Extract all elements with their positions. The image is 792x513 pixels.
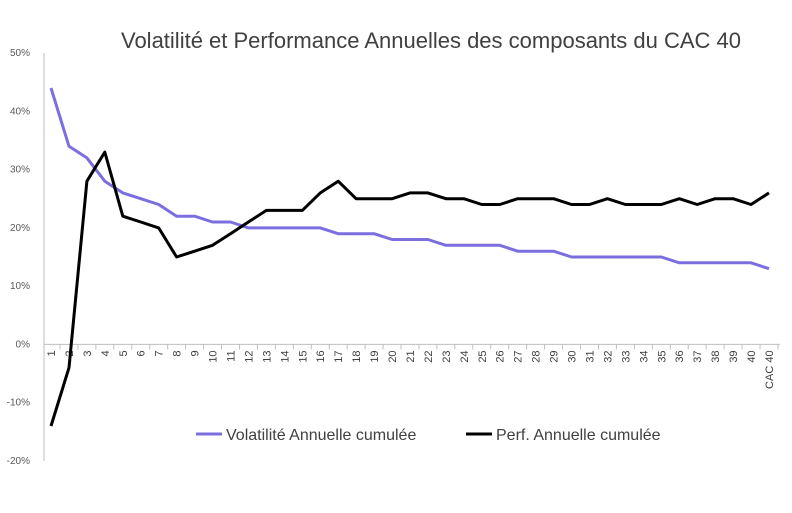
series-line-2	[49, 150, 770, 427]
x-tick-label: 4	[100, 350, 112, 356]
x-tick-label: 36	[674, 350, 686, 362]
y-tick-label: 50%	[10, 48, 30, 59]
y-tick-label: 20%	[10, 223, 30, 234]
x-tick-label: 5	[118, 350, 130, 356]
y-axis: 50% 40% 30% 20% 10% 0% -10% -20%	[7, 48, 45, 467]
x-tick-label: 12	[243, 350, 255, 362]
x-tick-label: 40	[746, 350, 758, 362]
x-tick-label: 31	[585, 350, 597, 362]
x-tick-label: 24	[459, 350, 471, 362]
x-tick-label: 37	[692, 350, 704, 362]
x-tick-label: 27	[513, 350, 525, 362]
x-tick-label: 6	[136, 350, 148, 356]
x-tick-label: 14	[279, 350, 291, 362]
x-tick-label: 7	[154, 350, 166, 356]
x-tick-label: 15	[297, 350, 309, 362]
x-tick-label: 1	[46, 350, 58, 356]
y-tick-label: 30%	[10, 165, 30, 176]
y-tick-label: -10%	[7, 398, 30, 409]
x-tick-label: 26	[495, 350, 507, 362]
x-tick-label: 39	[728, 350, 740, 362]
x-tick-label: 18	[351, 350, 363, 362]
y-tick-label: -20%	[7, 456, 30, 467]
x-tick-label: 21	[405, 350, 417, 362]
x-tick-label: 11	[226, 350, 238, 361]
x-tick-label: 33	[620, 350, 632, 362]
x-axis: 1 2 3 4 5 6 7 8 9 10 11 12 13 14 15 16 17 18 19 20 21 22 23 24 2…	[44, 343, 780, 389]
x-tick-label: 3	[82, 350, 94, 356]
x-tick-label: 22	[423, 350, 435, 362]
x-tick-label: 20	[387, 350, 399, 362]
x-tick-label: 23	[441, 350, 453, 362]
legend-label-1: Volatilité Annuelle cumulée	[226, 427, 416, 444]
y-tick-label: 10%	[10, 281, 30, 292]
x-tick-label: 9	[190, 350, 202, 356]
x-tick-label: 29	[549, 350, 561, 362]
x-tick-label: 35	[656, 350, 668, 362]
x-tick-label: 34	[638, 350, 650, 362]
legend-label-2: Perf. Annuelle cumulée	[496, 427, 661, 444]
series-lines	[49, 87, 770, 427]
series-line-1	[49, 87, 770, 271]
y-tick-label: 0%	[16, 339, 31, 350]
x-tick-label: 10	[208, 350, 220, 362]
y-tick-label: 40%	[10, 106, 30, 117]
x-tick-label: 38	[710, 350, 722, 362]
x-tick-label: 19	[369, 350, 381, 362]
x-tick-label: 30	[567, 350, 579, 362]
x-tick-label: 13	[261, 350, 273, 362]
x-tick-label: 17	[333, 350, 345, 362]
x-tick-label: CAC 40	[764, 350, 776, 389]
x-tick-label: 32	[602, 350, 614, 362]
legend: Volatilité Annuelle cumulée Perf. Annuell…	[196, 427, 661, 444]
x-tick-label: 8	[172, 350, 184, 356]
x-tick-label: 16	[315, 350, 327, 362]
x-tick-label: 25	[477, 350, 489, 362]
chart-title: Volatilité et Performance Annuelles des …	[120, 28, 742, 53]
x-tick-label: 28	[531, 350, 543, 362]
